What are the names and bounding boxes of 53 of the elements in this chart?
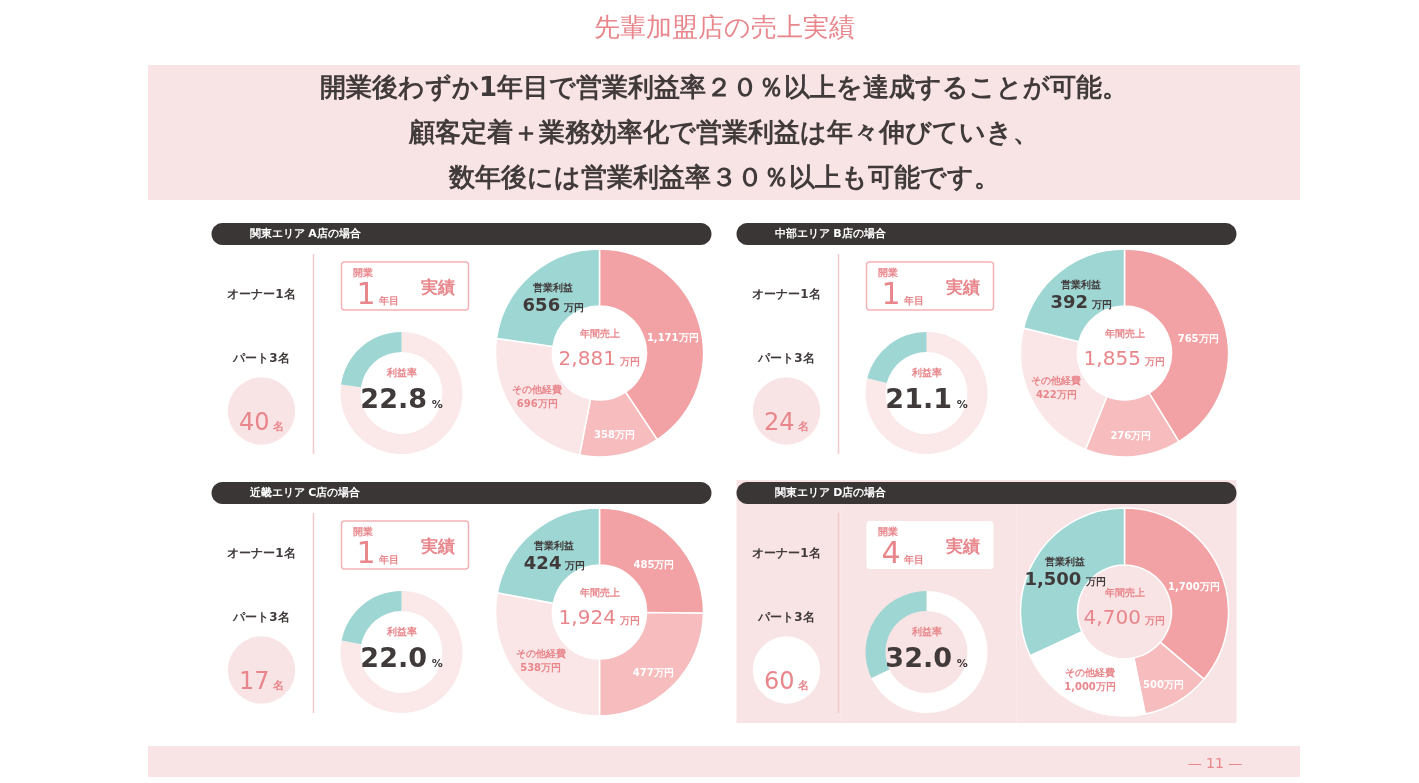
- data-label: 1,700万円: [1168, 580, 1220, 592]
- text: 開業後わずか1年目で営業利益率２０％以上を達成することが可能。: [319, 71, 1129, 102]
- data-label: 696万円: [516, 398, 558, 410]
- text: オーナー1名: [752, 546, 821, 560]
- text: 22.0%: [360, 642, 443, 673]
- text: 22.8%: [360, 383, 443, 414]
- text: 関東エリア D店の場合: [774, 486, 888, 499]
- text: 年間売上: [1103, 587, 1145, 598]
- text: 年間売上: [1103, 328, 1145, 339]
- donut-slice: [871, 591, 988, 713]
- text: 利益率: [385, 626, 417, 637]
- text: 32.0%: [885, 642, 968, 673]
- text: 利益率: [910, 626, 942, 637]
- slice-label: その他経費: [512, 384, 563, 396]
- slice-label: その他経費: [1065, 667, 1115, 679]
- text: 利益率: [910, 367, 942, 378]
- data-label: 485万円: [633, 559, 675, 571]
- slice-label: その他経費: [1031, 374, 1082, 386]
- data-label: 538万円: [520, 661, 562, 673]
- donut-slice: [340, 332, 463, 454]
- slice-label: 営業利益: [533, 281, 574, 293]
- text: 中部エリア B店の場合: [774, 227, 887, 240]
- donut-slice: [340, 591, 463, 713]
- text: 先輩加盟店の売上実績: [593, 12, 855, 42]
- data-label: 1,000万円: [1064, 681, 1116, 693]
- text: オーナー1名: [227, 546, 296, 560]
- text: パート3名: [232, 351, 290, 365]
- text: 顧客定着＋業務効率化で営業利益は年々伸びていき、: [408, 116, 1039, 147]
- text: 利益率: [385, 367, 417, 378]
- text: パート3名: [232, 610, 290, 624]
- slice-label: 営業利益: [534, 539, 575, 551]
- slice-label: 営業利益: [1061, 279, 1102, 291]
- data-label: 422万円: [1035, 388, 1077, 400]
- data-label: 765万円: [1177, 333, 1219, 345]
- data-label: 276万円: [1110, 430, 1152, 442]
- data-label: 358万円: [594, 429, 635, 441]
- text: オーナー1名: [752, 287, 821, 301]
- text: 近畿エリア C店の場合: [248, 486, 362, 499]
- data-label: 1,171万円: [646, 331, 699, 343]
- text: 年間売上: [578, 328, 620, 339]
- data-label: 477万円: [632, 667, 674, 679]
- text: — 11 —: [1187, 755, 1243, 771]
- donut-slice: [865, 332, 988, 454]
- slice-label: その他経費: [515, 647, 566, 659]
- text: パート3名: [757, 351, 815, 365]
- text: オーナー1名: [227, 287, 296, 301]
- data-label: 500万円: [1143, 678, 1184, 690]
- text: 数年後には営業利益率３０％以上も可能です。: [447, 161, 1000, 192]
- text: 年間売上: [578, 587, 620, 598]
- slice-label: 営業利益: [1045, 556, 1086, 568]
- text: 21.1%: [885, 383, 968, 414]
- text: パート3名: [757, 610, 815, 624]
- text: 関東エリア A店の場合: [249, 227, 362, 240]
